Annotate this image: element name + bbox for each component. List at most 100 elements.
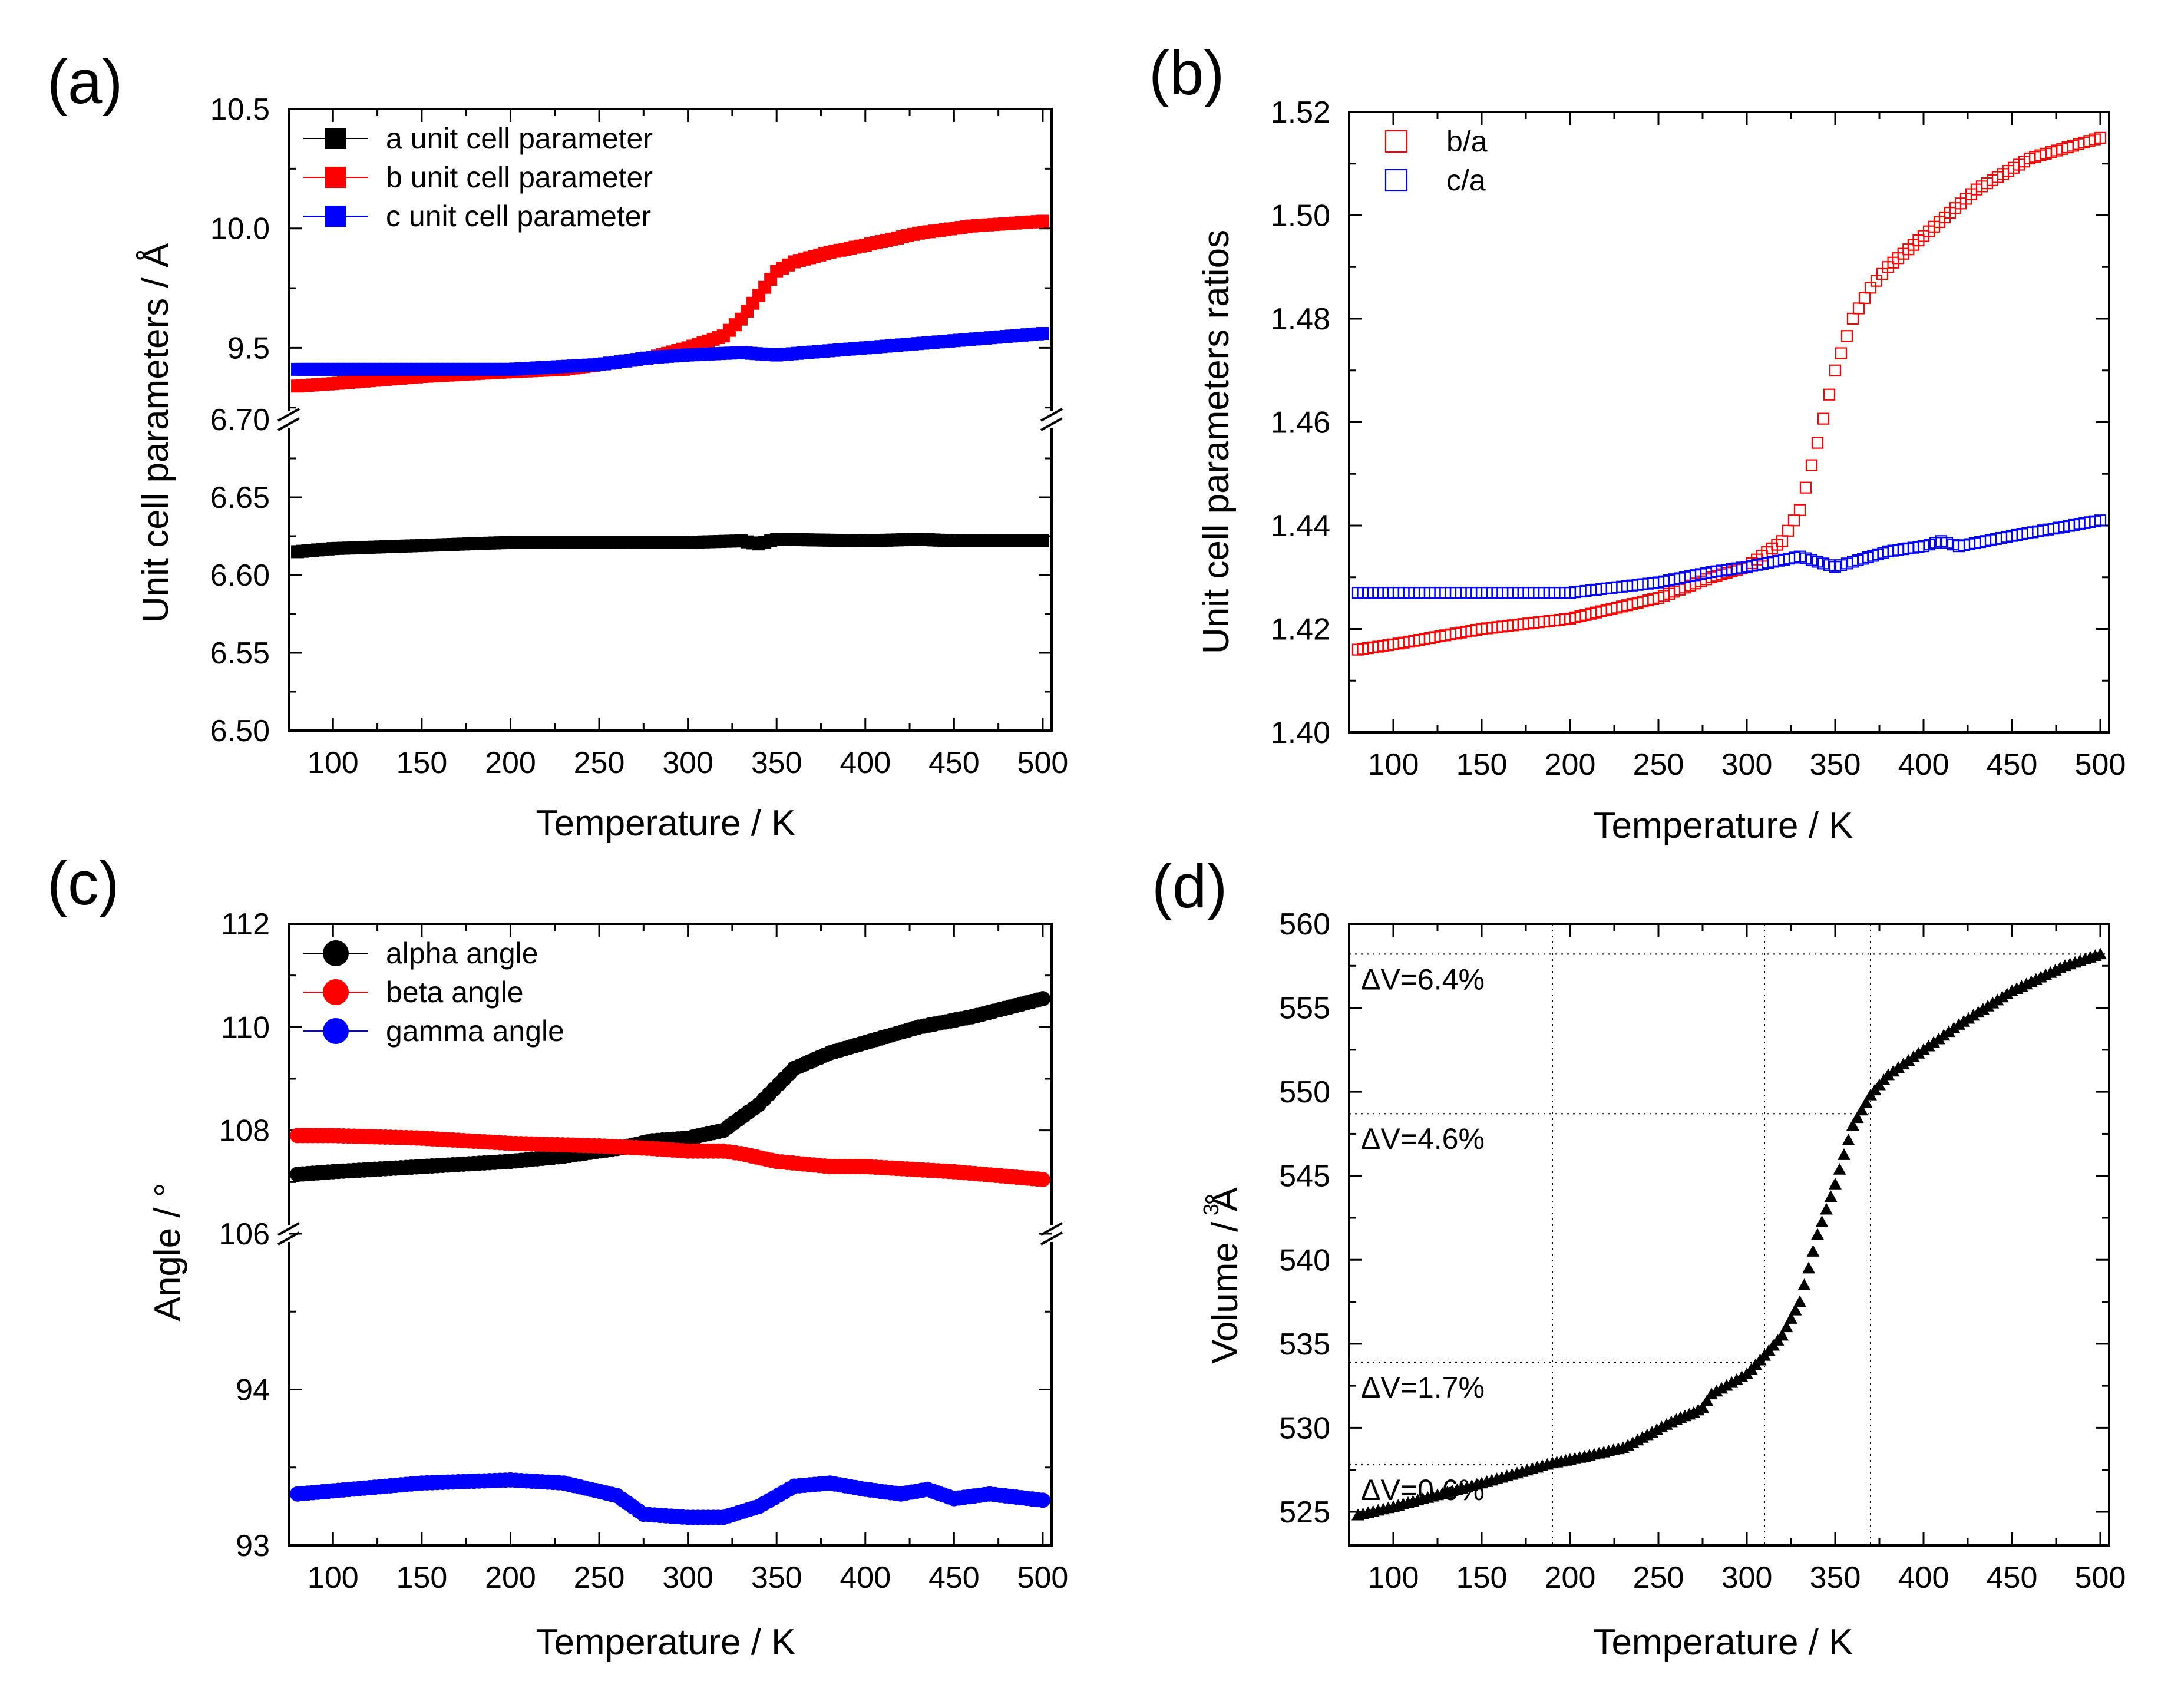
series-c-0 (290, 991, 1050, 1182)
y-tick-label-b-1.52: 1.52 (1271, 95, 1330, 130)
y-tick-label-a-6.55: 6.55 (210, 636, 270, 670)
plot-frame-d (1348, 923, 2110, 1547)
data-point-d-98 (1820, 1202, 1833, 1215)
data-point-d-91 (1789, 1303, 1802, 1316)
data-point-b-0-83 (1782, 524, 1795, 537)
legend-label-a-0: a unit cell parameter (386, 122, 653, 155)
legend-label-c-2: gamma angle (386, 1015, 564, 1048)
x-tick-label-c-400: 400 (840, 1561, 891, 1595)
x-tick-label-b-300: 300 (1721, 748, 1773, 782)
data-point-d-90 (1785, 1312, 1797, 1324)
panel-a: (a) Temperature / K Unit cell parameters… (47, 48, 1068, 844)
series-a-2 (291, 327, 1049, 376)
data-point-b-0-85 (1793, 504, 1806, 516)
legend-marker-c-0 (323, 940, 349, 966)
y-axis-title-d: Volume / Å (1205, 1187, 1245, 1363)
x-tick-label-d-150: 150 (1456, 1561, 1508, 1595)
x-tick-label-a-450: 450 (928, 746, 980, 780)
y-tick-label-c-93: 93 (236, 1529, 270, 1563)
y-tick-label-a-10.0: 10.0 (210, 212, 270, 246)
data-point-d-155 (2094, 947, 2107, 960)
panel-label-b: (b) (1149, 39, 1224, 108)
y-tick-label-c-94: 94 (236, 1373, 270, 1408)
legend-marker-a-0 (325, 128, 346, 149)
y-tick-label-b-1.44: 1.44 (1271, 509, 1330, 543)
annotation-d-1: ΔV=4.6% (1361, 1122, 1485, 1155)
x-tick-label-b-400: 400 (1898, 748, 1949, 782)
series-d-0 (1351, 947, 2107, 1521)
data-point-d-104 (1846, 1119, 1859, 1131)
y-tick-label-d-550: 550 (1279, 1075, 1330, 1109)
data-point-d-97 (1815, 1215, 1829, 1227)
data-point-d-103 (1842, 1134, 1855, 1145)
y-tick-label-c-112: 112 (221, 907, 270, 941)
data-point-a-0-142 (1036, 534, 1049, 547)
data-point-d-101 (1833, 1163, 1846, 1175)
data-point-c-2-143 (1035, 1492, 1050, 1508)
x-tick-label-d-400: 400 (1898, 1561, 1949, 1595)
panel-label-d: (d) (1152, 852, 1227, 921)
x-tick-label-b-200: 200 (1545, 748, 1596, 782)
x-tick-label-c-350: 350 (751, 1561, 802, 1595)
x-tick-label-a-350: 350 (751, 746, 802, 780)
data-point-d-94 (1802, 1261, 1815, 1274)
legend-label-b-0: b/a (1446, 125, 1488, 158)
data-point-a-1-141 (1036, 214, 1049, 228)
y-tick-label-c-108: 108 (219, 1114, 270, 1148)
x-tick-label-c-200: 200 (485, 1561, 536, 1595)
legend-marker-a-2 (325, 206, 346, 227)
data-point-b-1-141 (2094, 514, 2107, 527)
x-tick-label-b-100: 100 (1368, 748, 1419, 782)
data-point-c-1-143 (1035, 1171, 1050, 1187)
y-tick-label-b-1.42: 1.42 (1271, 613, 1330, 647)
x-tick-label-c-500: 500 (1017, 1561, 1069, 1595)
data-point-b-0-93 (1840, 330, 1853, 342)
y-tick-label-a-9.5: 9.5 (227, 331, 270, 365)
x-tick-label-a-100: 100 (308, 746, 359, 780)
panel-c: (c) Temperature / K Angle / ° 100 150 200 2… (47, 849, 1068, 1663)
y-tick-label-b-1.50: 1.50 (1271, 199, 1330, 233)
panel-label-c: (c) (47, 849, 119, 918)
y-axis-title-a: Unit cell parameters / Å (136, 243, 176, 623)
data-point-d-72 (1700, 1394, 1714, 1406)
x-tick-label-d-350: 350 (1810, 1561, 1861, 1595)
y-axis-title-c: Angle / ° (147, 1182, 188, 1321)
y-tick-label-c-106: 106 (219, 1217, 270, 1251)
data-point-d-105 (1850, 1111, 1864, 1124)
x-tick-label-b-450: 450 (1987, 748, 2038, 782)
legend-marker-b-0 (1384, 130, 1408, 153)
y-tick-label-b-1.46: 1.46 (1271, 406, 1330, 440)
data-point-b-0-88 (1811, 437, 1824, 449)
legend-marker-c-2 (323, 1018, 349, 1044)
y-tick-label-d-525: 525 (1279, 1495, 1330, 1529)
x-tick-label-c-250: 250 (574, 1561, 625, 1595)
x-tick-label-a-300: 300 (662, 746, 713, 780)
x-tick-label-d-500: 500 (2075, 1561, 2126, 1595)
legend-label-a-2: c unit cell parameter (386, 200, 651, 233)
data-point-d-88 (1776, 1329, 1789, 1341)
legend-label-c-0: alpha angle (386, 937, 538, 970)
x-tick-label-a-400: 400 (840, 746, 891, 780)
data-point-b-0-94 (1846, 312, 1859, 325)
legend-marker-c-1 (323, 979, 349, 1005)
y-tick-label-a-6.65: 6.65 (210, 481, 270, 515)
data-point-b-0-96 (1858, 292, 1871, 304)
series-c-1 (290, 1128, 1050, 1187)
data-point-b-0-89 (1817, 412, 1830, 425)
series-a-0 (291, 533, 1049, 559)
data-point-d-100 (1829, 1177, 1842, 1190)
data-point-d-107 (1859, 1096, 1873, 1108)
y-tick-label-d-530: 530 (1279, 1411, 1330, 1445)
series-b-0 (1351, 131, 2107, 656)
legend-label-a-1: b unit cell parameter (386, 161, 653, 194)
x-axis-title-b: Temperature / K (1593, 805, 1853, 846)
data-point-b-0-91 (1829, 364, 1842, 376)
y-tick-label-a-6.60: 6.60 (210, 559, 270, 593)
x-tick-label-c-450: 450 (928, 1561, 980, 1595)
data-point-d-93 (1797, 1278, 1811, 1290)
x-tick-label-a-500: 500 (1017, 746, 1069, 780)
panel-label-a: (a) (47, 48, 123, 117)
x-tick-label-a-250: 250 (574, 746, 625, 780)
x-tick-label-d-300: 300 (1721, 1561, 1773, 1595)
